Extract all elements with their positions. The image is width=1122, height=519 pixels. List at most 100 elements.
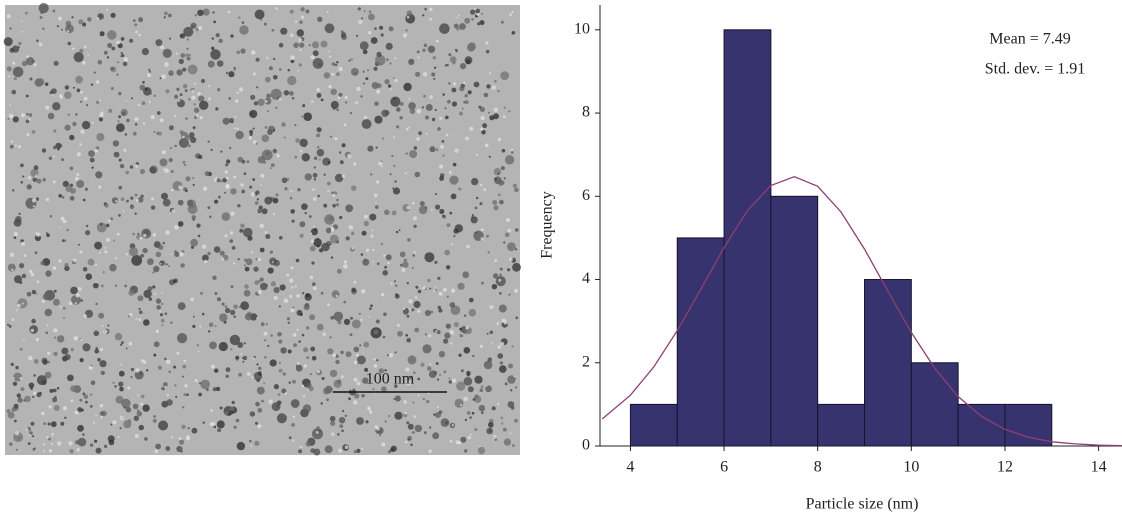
speck bbox=[480, 115, 485, 121]
particle bbox=[235, 130, 244, 140]
particle bbox=[507, 242, 516, 252]
particle bbox=[110, 217, 114, 221]
speck bbox=[428, 334, 432, 338]
particle bbox=[53, 289, 57, 293]
particle bbox=[87, 258, 95, 266]
particle bbox=[313, 178, 317, 181]
particle bbox=[141, 48, 149, 56]
particle bbox=[182, 160, 186, 164]
speck bbox=[196, 114, 199, 117]
particle bbox=[15, 365, 19, 370]
particle bbox=[395, 230, 399, 234]
speck bbox=[208, 84, 211, 88]
particle bbox=[204, 171, 210, 177]
particle bbox=[499, 273, 502, 276]
speck bbox=[159, 310, 162, 313]
particle bbox=[452, 61, 456, 65]
particle bbox=[165, 263, 168, 266]
particle bbox=[192, 324, 196, 328]
particle bbox=[61, 158, 64, 162]
speck bbox=[296, 362, 300, 366]
particle bbox=[132, 131, 137, 136]
particle bbox=[301, 203, 308, 210]
speck bbox=[197, 350, 200, 353]
speck bbox=[332, 353, 337, 358]
particle bbox=[370, 173, 373, 176]
particle bbox=[267, 267, 274, 274]
particle bbox=[194, 14, 197, 17]
particle bbox=[129, 165, 134, 169]
speck bbox=[312, 188, 315, 191]
speck bbox=[104, 246, 107, 249]
speck bbox=[353, 377, 358, 382]
speck bbox=[272, 213, 275, 216]
particle bbox=[272, 197, 279, 204]
particle bbox=[514, 228, 519, 232]
speck bbox=[429, 17, 433, 21]
particle bbox=[176, 445, 183, 453]
speck bbox=[137, 394, 139, 397]
particle bbox=[93, 71, 96, 74]
particle bbox=[259, 277, 264, 282]
particle bbox=[369, 213, 377, 221]
particle bbox=[187, 204, 198, 214]
particle bbox=[475, 196, 479, 200]
speck bbox=[137, 103, 140, 107]
particle bbox=[89, 443, 94, 447]
particle bbox=[190, 136, 197, 143]
speck bbox=[312, 197, 317, 201]
speck bbox=[479, 344, 483, 348]
particle bbox=[82, 433, 85, 436]
particle bbox=[174, 384, 177, 387]
particle bbox=[351, 185, 357, 191]
speck bbox=[358, 20, 363, 24]
particle bbox=[376, 51, 382, 58]
particle bbox=[437, 276, 441, 280]
particle bbox=[244, 266, 250, 272]
particle bbox=[69, 134, 75, 141]
particle bbox=[316, 323, 324, 331]
speck bbox=[368, 31, 372, 35]
speck bbox=[92, 421, 95, 424]
speck bbox=[164, 62, 169, 67]
particle bbox=[31, 59, 35, 63]
annotation: Std. dev. = 1.91 bbox=[985, 61, 1085, 78]
speck bbox=[264, 230, 268, 234]
particle bbox=[153, 353, 157, 357]
particle bbox=[288, 436, 292, 440]
particle bbox=[250, 112, 254, 115]
particle bbox=[266, 93, 271, 99]
particle bbox=[27, 442, 31, 445]
particle bbox=[311, 355, 317, 361]
particle bbox=[433, 66, 437, 70]
speck bbox=[460, 404, 463, 407]
speck bbox=[513, 375, 516, 378]
particle bbox=[83, 394, 89, 399]
speck bbox=[59, 226, 61, 229]
particle bbox=[304, 173, 312, 181]
particle bbox=[25, 94, 29, 98]
particle bbox=[330, 256, 334, 259]
particle bbox=[489, 430, 492, 432]
particle bbox=[229, 334, 241, 346]
particle bbox=[130, 97, 133, 100]
particle bbox=[53, 60, 59, 66]
particle bbox=[126, 199, 129, 203]
speck bbox=[165, 230, 170, 235]
particle bbox=[162, 198, 171, 207]
speck bbox=[463, 396, 468, 401]
particle bbox=[273, 129, 276, 132]
particle bbox=[32, 395, 35, 399]
speck bbox=[429, 363, 432, 366]
particle bbox=[121, 111, 126, 117]
particle bbox=[497, 89, 500, 93]
particle bbox=[381, 386, 387, 392]
speck bbox=[294, 20, 298, 23]
particle bbox=[374, 115, 383, 124]
speck bbox=[290, 308, 295, 313]
speck bbox=[373, 357, 376, 361]
particle bbox=[309, 245, 316, 252]
particle bbox=[243, 172, 247, 175]
particle bbox=[337, 268, 342, 274]
speck bbox=[451, 424, 454, 427]
